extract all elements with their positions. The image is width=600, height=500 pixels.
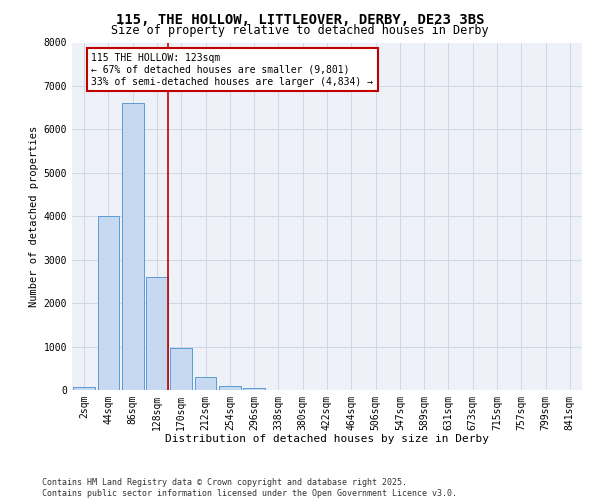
Text: Size of property relative to detached houses in Derby: Size of property relative to detached ho…	[111, 24, 489, 37]
Bar	[146, 277, 168, 390]
Text: Contains HM Land Registry data © Crown copyright and database right 2025.
Contai: Contains HM Land Registry data © Crown c…	[42, 478, 457, 498]
Bar	[73, 387, 95, 390]
Y-axis label: Number of detached properties: Number of detached properties	[29, 126, 40, 307]
Text: 115 THE HOLLOW: 123sqm
← 67% of detached houses are smaller (9,801)
33% of semi-: 115 THE HOLLOW: 123sqm ← 67% of detached…	[91, 54, 373, 86]
Bar	[194, 376, 217, 390]
Bar	[219, 386, 241, 390]
X-axis label: Distribution of detached houses by size in Derby: Distribution of detached houses by size …	[165, 434, 489, 444]
Text: 115, THE HOLLOW, LITTLEOVER, DERBY, DE23 3BS: 115, THE HOLLOW, LITTLEOVER, DERBY, DE23…	[116, 12, 484, 26]
Bar	[243, 388, 265, 390]
Bar	[97, 216, 119, 390]
Bar	[170, 348, 192, 390]
Bar	[122, 104, 143, 390]
